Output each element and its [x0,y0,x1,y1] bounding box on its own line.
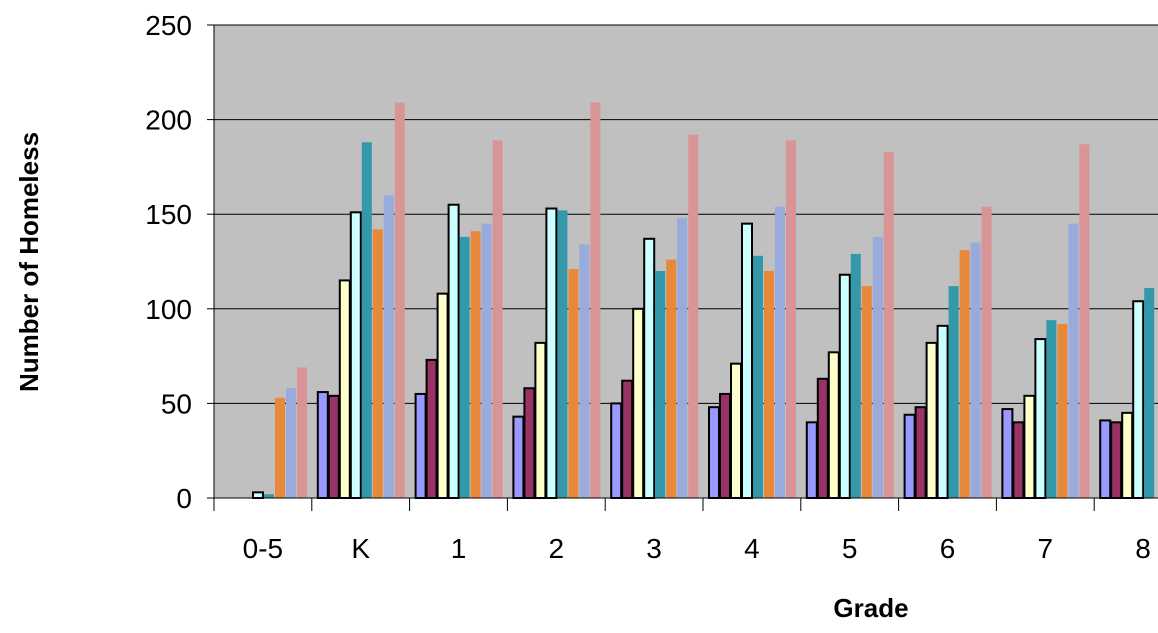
x-tick-labels: 0-5 K 1 2 3 4 5 6 7 8 [243,533,1151,564]
bar [719,392,731,499]
bar [316,391,329,500]
bar [436,292,449,499]
bar [264,494,274,498]
bar [786,140,796,499]
y-tick-label: 50 [161,388,192,419]
bar [936,324,949,499]
bar [753,255,763,498]
bar [447,203,460,500]
bar [1099,419,1112,500]
bar [805,421,818,500]
bar [1057,323,1068,498]
y-tick-label: 200 [145,105,192,136]
bar [557,210,568,498]
y-axis-title: Number of Homeless [14,132,44,392]
bar [1144,287,1155,498]
bar [590,102,601,499]
y-tick-label: 100 [145,294,192,325]
bar [275,397,285,498]
bar [775,206,785,498]
x-tick-label: 3 [646,533,662,564]
bar [1046,320,1057,498]
bar [1132,300,1145,499]
bar [861,286,872,498]
bar [394,102,405,499]
bar [383,195,394,498]
x-tick-label: 6 [940,533,956,564]
bar [349,211,362,499]
bar [327,394,340,499]
bar [914,406,927,499]
bar [764,270,774,498]
bar [643,237,656,500]
bar [730,362,742,499]
x-tick-label: 4 [744,533,760,564]
bar [981,206,992,498]
bar [481,223,492,498]
bar [827,351,840,500]
x-tick-label: 1 [451,533,467,564]
bar [361,142,372,498]
bar [1034,338,1047,499]
bar [414,392,427,499]
bar [512,415,525,500]
bar [677,217,688,498]
bar [838,273,851,499]
bar [1121,411,1134,499]
bar [534,341,547,499]
bar [925,341,938,499]
bar [523,387,536,500]
bar [252,491,264,500]
x-tick-label: 8 [1135,533,1151,564]
bar [1023,394,1036,499]
bar [741,222,753,499]
y-tick-label: 250 [145,10,192,41]
bar [297,367,307,498]
bar [338,279,351,500]
bar [1079,144,1090,499]
bar [621,379,634,500]
x-tick-label: 5 [842,533,858,564]
y-tick-label: 150 [145,199,192,230]
bar [568,269,579,498]
bar [903,413,916,500]
bar [492,140,503,499]
bar [666,259,677,498]
bar [850,253,861,498]
x-tick-label: 2 [549,533,565,564]
x-tick-label: 0-5 [243,533,283,564]
bar [1001,408,1014,499]
bar [816,377,829,499]
bar [655,270,666,498]
x-tick-label: K [351,533,370,564]
bar [470,231,481,498]
bar [688,134,699,498]
bar [948,286,959,498]
bar [1068,223,1079,498]
bar [959,250,970,498]
bar [579,244,590,498]
bar [883,151,894,498]
x-tick-label: 7 [1038,533,1054,564]
bar [970,242,981,498]
bar [459,236,470,499]
bar [632,307,645,499]
bar [872,236,883,499]
y-tick-labels: 0 50 100 150 200 250 [145,10,192,514]
bar [425,358,438,499]
axes [207,24,1158,511]
bar [1012,421,1025,500]
bar [708,406,720,499]
bar [1110,421,1123,500]
x-axis-title: Grade [833,593,908,623]
y-tick-label: 0 [176,483,192,514]
bar [372,229,383,498]
bar [610,402,623,499]
bar [545,207,558,500]
bar [286,388,296,498]
